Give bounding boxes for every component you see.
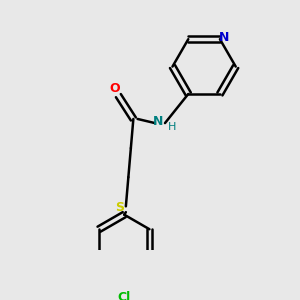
Text: O: O — [109, 82, 119, 95]
Text: Cl: Cl — [118, 290, 131, 300]
Text: N: N — [219, 31, 229, 44]
Text: H: H — [167, 122, 176, 132]
Text: N: N — [153, 115, 164, 128]
Text: S: S — [115, 202, 124, 214]
